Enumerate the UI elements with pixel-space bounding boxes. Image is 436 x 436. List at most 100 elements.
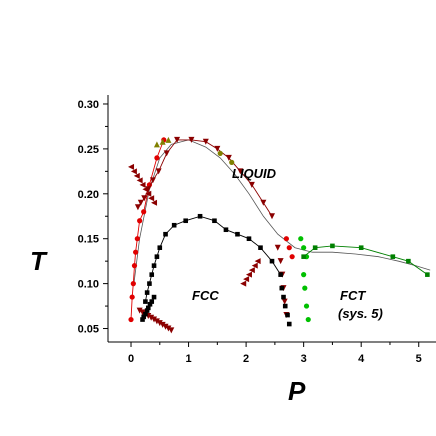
data-point [254,258,261,265]
data-point [188,136,195,143]
data-point [217,150,223,156]
data-point [283,236,289,242]
data-point [251,262,258,269]
data-point [237,168,244,175]
data-point [235,231,240,237]
data-point [285,312,290,318]
data-point [134,204,141,211]
data-point [145,305,151,311]
data-point [163,150,170,157]
data-point [301,245,307,251]
series-9 [143,213,283,304]
data-point [157,245,163,250]
data-point [151,263,157,268]
series-10 [279,285,292,327]
data-point [149,177,156,184]
data-point [146,182,153,188]
data-point [260,199,267,206]
data-point [139,309,146,316]
data-point [141,209,147,215]
data-point [151,316,158,323]
data-point [214,145,221,152]
series-12 [298,236,311,323]
data-point [130,168,137,175]
data-point [274,244,281,251]
data-point [148,314,155,321]
data-point [298,236,304,242]
data-point [133,172,140,179]
series-0 [128,137,167,323]
data-point [197,213,203,219]
data-point [425,272,430,277]
data-point [302,285,308,291]
data-point [390,254,396,259]
data-point [269,258,275,264]
data-point [128,163,135,170]
data-point [131,263,138,269]
data-series [128,136,430,334]
data-point [248,181,255,188]
data-point [163,231,168,237]
data-point [136,307,143,314]
guide-line [133,139,431,284]
data-point [154,254,160,259]
data-point [130,281,136,287]
data-point [159,321,166,328]
x-tick-label: 2 [243,353,249,365]
data-point [151,294,157,300]
y-tick-label: 0.30 [78,99,99,111]
series-13 [301,243,430,277]
data-point [142,186,149,193]
data-point [303,303,310,309]
data-point [147,281,152,286]
annotation-system: (sys. 5) [338,306,383,321]
y-axis-title: T [30,246,48,276]
data-point [305,316,311,323]
data-point [128,316,134,323]
data-point [301,254,306,259]
data-point [202,138,209,145]
y-tick-label: 0.15 [78,234,99,246]
data-point [140,317,145,322]
annotation-liquid: LIQUID [232,166,277,181]
data-point [330,243,335,249]
data-point [245,271,252,278]
data-point [286,321,292,327]
x-tick-label: 5 [416,353,422,365]
data-point [137,199,144,206]
data-point [286,245,292,251]
data-point [171,222,177,228]
data-point [139,181,146,188]
data-point [246,236,252,242]
data-point [133,249,139,255]
y-tick-label: 0.20 [78,189,99,201]
x-tick-label: 0 [128,353,134,365]
data-point [143,311,148,317]
data-point [148,195,155,202]
data-point [258,245,263,250]
data-point [277,258,284,265]
y-tick-label: 0.10 [78,279,99,291]
data-point [279,285,285,291]
series-1 [283,236,295,260]
data-point [136,177,143,184]
data-point [149,272,155,277]
series-7 [153,136,172,148]
data-point [162,323,169,330]
data-point [143,299,148,304]
data-point [212,218,217,224]
data-point [155,168,162,175]
data-point [153,141,160,148]
data-point [145,190,152,197]
data-point [159,138,166,145]
x-tick-label: 3 [301,353,307,365]
data-point [312,245,318,250]
data-point [248,267,255,274]
guide-lines [133,139,431,284]
data-point [165,136,172,143]
data-point [225,154,232,161]
data-point [174,136,181,143]
data-point [141,314,146,320]
data-point [301,272,307,278]
data-point [149,299,155,304]
